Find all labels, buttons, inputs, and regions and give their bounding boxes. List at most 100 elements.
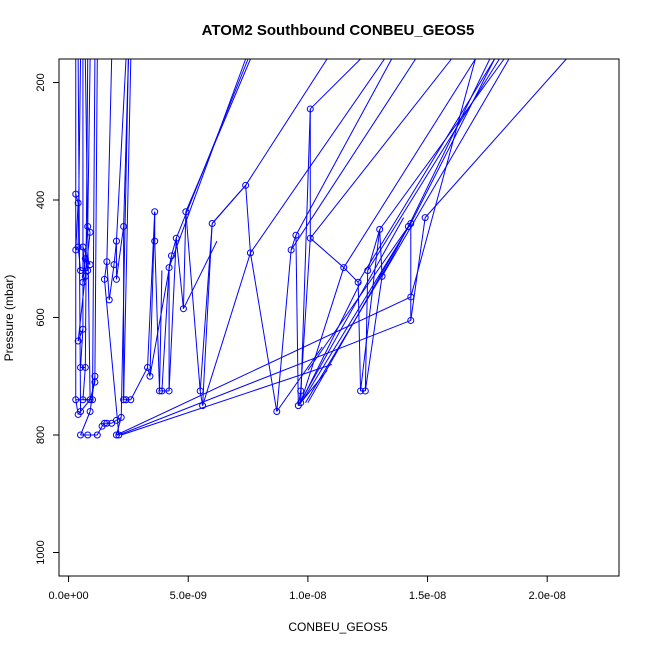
data-point xyxy=(72,190,80,198)
series-segment xyxy=(307,226,409,403)
data-point xyxy=(105,296,113,304)
series-segment xyxy=(130,367,148,400)
data-point xyxy=(81,363,89,371)
data-point xyxy=(79,243,87,251)
series-segment xyxy=(175,238,184,309)
data-point xyxy=(306,234,314,242)
series-segment xyxy=(379,59,505,230)
x-tick-label: 1.0e-08 xyxy=(289,590,326,602)
y-tick-label: 1000 xyxy=(35,540,47,564)
series-segment xyxy=(106,59,113,262)
series-segment xyxy=(103,279,120,436)
y-tick-label: 200 xyxy=(35,73,47,91)
series-segment xyxy=(82,367,86,400)
x-axis: 0.0e+00 5.0e-09 1.0e-08 1.5e-08 2.0e-08 xyxy=(49,575,566,602)
data-point xyxy=(103,419,111,427)
series-segment xyxy=(77,59,82,412)
series-segment xyxy=(84,59,89,368)
series-segment xyxy=(116,296,412,436)
series-segment xyxy=(123,59,132,400)
y-axis-label: Pressure (mbar) xyxy=(2,275,16,362)
data-point xyxy=(100,275,108,283)
data-point xyxy=(378,272,386,280)
data-point xyxy=(77,267,85,274)
y-tick-label: 600 xyxy=(35,308,47,326)
data-point xyxy=(151,237,159,245)
data-point xyxy=(158,387,166,395)
data-point xyxy=(91,378,99,386)
data-point xyxy=(287,246,295,254)
series-segment xyxy=(410,59,476,298)
series-segment xyxy=(92,59,96,400)
data-point xyxy=(151,208,159,216)
series-segment xyxy=(309,59,452,239)
series-segment xyxy=(159,270,163,391)
data-point xyxy=(77,408,85,415)
data-point xyxy=(86,228,94,236)
data-point xyxy=(89,396,97,404)
data-point xyxy=(77,431,85,439)
data-point xyxy=(165,264,173,272)
data-point xyxy=(93,431,101,439)
series-segment xyxy=(199,390,204,406)
data-point xyxy=(110,261,118,269)
data-point xyxy=(120,222,128,230)
x-tick-label: 2.0e-08 xyxy=(529,590,566,602)
series-segment xyxy=(424,59,567,218)
data-point xyxy=(340,264,348,272)
series-segment xyxy=(75,193,79,204)
data-point xyxy=(79,278,87,286)
data-point xyxy=(112,275,120,283)
series-segment xyxy=(168,255,172,268)
series-segment xyxy=(77,232,91,342)
x-axis-label: CONBEU_GEOS5 xyxy=(288,620,388,634)
series-segment xyxy=(309,237,345,268)
data-point xyxy=(115,431,123,439)
data-point xyxy=(112,431,120,439)
series-segment xyxy=(82,226,89,283)
data-point xyxy=(172,234,180,242)
series-segment xyxy=(295,59,393,236)
data-point xyxy=(364,267,372,274)
series-segment xyxy=(297,217,405,406)
y-tick-label: 800 xyxy=(35,426,47,444)
series-segment xyxy=(295,235,299,406)
series-segment xyxy=(367,229,381,271)
series-segment xyxy=(96,425,103,436)
series-segment xyxy=(154,241,161,391)
data-point xyxy=(79,396,87,404)
series-segment xyxy=(108,264,115,300)
data-point xyxy=(421,214,429,222)
data-point xyxy=(179,305,187,313)
data-point xyxy=(120,396,128,404)
data-point xyxy=(117,413,125,421)
data-point xyxy=(81,255,89,263)
series-segment xyxy=(80,399,91,412)
series-segment xyxy=(123,59,129,227)
series-segment xyxy=(77,59,82,248)
series-segment xyxy=(249,252,278,412)
series-segment xyxy=(410,217,426,321)
series-segment xyxy=(168,238,177,391)
data-point xyxy=(182,208,190,216)
data-point xyxy=(196,387,204,395)
data-point xyxy=(354,278,362,286)
series-segment xyxy=(120,59,129,418)
data-point xyxy=(167,252,175,260)
data-point xyxy=(357,387,365,395)
data-point xyxy=(72,396,80,404)
series-segment xyxy=(367,59,500,271)
series-segment xyxy=(87,59,91,227)
data-point xyxy=(297,399,305,407)
series-segment xyxy=(118,319,411,436)
data-point xyxy=(79,325,87,333)
series-segment xyxy=(357,282,362,391)
data-point xyxy=(77,363,85,371)
data-point xyxy=(376,225,384,233)
series-segment xyxy=(161,267,170,391)
data-point xyxy=(84,222,92,230)
series-lines xyxy=(75,59,567,436)
series-segment xyxy=(182,211,187,309)
series-segment xyxy=(106,261,110,300)
data-point xyxy=(84,267,92,274)
